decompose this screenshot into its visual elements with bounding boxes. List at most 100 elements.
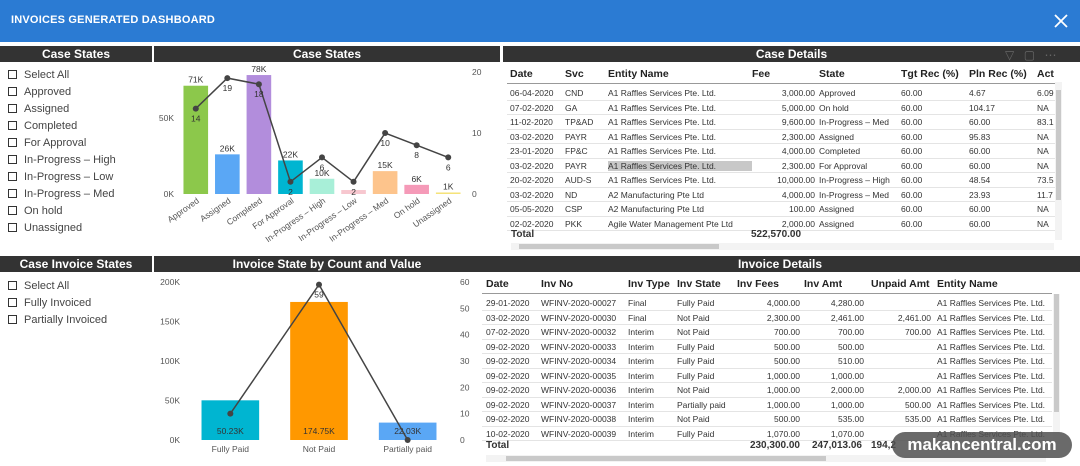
column-header[interactable]: Inv No: [541, 278, 574, 290]
bar: [246, 75, 272, 194]
bar-data-label: 1K: [443, 181, 454, 191]
table-row[interactable]: 06-04-2020 CND A1 Raffles Services Pte. Lt…: [507, 86, 1055, 101]
table-cell: Fully Paid: [677, 356, 715, 366]
table-row[interactable]: 09-02-2020 WFINV-2020-00036 Interim Not Pai…: [482, 383, 1052, 398]
checkbox[interactable]: [8, 315, 17, 324]
checkbox[interactable]: [8, 172, 17, 181]
table-cell: A1 Raffles Services Pte. Ltd.: [608, 160, 752, 171]
total-label: Total: [486, 440, 510, 451]
bar: [215, 154, 240, 194]
table-cell: 03-02-2020: [486, 312, 530, 323]
more-options-icon[interactable]: ⋯: [1044, 48, 1057, 62]
column-header[interactable]: Fee: [752, 68, 771, 80]
slicer-item-for-approval[interactable]: For Approval: [8, 134, 116, 151]
table-cell: 2,461.00: [830, 312, 864, 323]
checkbox[interactable]: [8, 223, 17, 232]
table-cell: A1 Raffles Services Pte. Ltd.: [608, 175, 717, 185]
table-row[interactable]: 20-02-2020 AUD-S A1 Raffles Services Pte. …: [507, 173, 1055, 188]
table-header: Date Inv No Inv Type Inv State Inv Fees …: [482, 274, 1052, 294]
table-cell: 2,461.00: [897, 312, 931, 323]
filter-icon[interactable]: ▽: [1005, 48, 1015, 62]
column-header[interactable]: Inv Fees: [737, 278, 780, 290]
table-row[interactable]: 09-02-2020 WFINV-2020-00038 Interim Not Pai…: [482, 412, 1052, 427]
column-header[interactable]: Date: [510, 68, 533, 80]
vertical-scrollbar[interactable]: [1053, 294, 1060, 444]
table-cell: A1 Raffles Services Pte. Ltd.: [937, 385, 1046, 395]
table-row[interactable]: 09-02-2020 WFINV-2020-00033 Interim Fully P…: [482, 340, 1052, 354]
case-states-chart-header: Case States: [154, 46, 500, 62]
column-header[interactable]: Inv State: [677, 278, 721, 290]
table-row[interactable]: 09-02-2020 WFINV-2020-00037 Interim Partial…: [482, 398, 1052, 412]
slicer-item-partially-invoiced[interactable]: Partially Invoiced: [8, 311, 107, 328]
table-row[interactable]: 05-05-2020 CSP A2 Manufacturing Pte Ltd 100…: [507, 202, 1055, 217]
column-header[interactable]: Entity Name: [608, 68, 669, 80]
column-header[interactable]: Tgt Rec (%): [901, 68, 959, 80]
slicer-item-select-all[interactable]: Select All: [8, 277, 107, 294]
column-header[interactable]: Act: [1037, 68, 1054, 80]
table-cell: Not Paid: [677, 414, 710, 424]
table-row[interactable]: 07-02-2020 GA A1 Raffles Services Pte. Ltd…: [507, 101, 1055, 115]
slicer-item-approved[interactable]: Approved: [8, 83, 116, 100]
column-header[interactable]: State: [819, 68, 845, 80]
column-header[interactable]: Unpaid Amt: [871, 278, 930, 290]
vertical-scrollbar[interactable]: [1055, 82, 1062, 240]
checkbox[interactable]: [8, 87, 17, 96]
focus-mode-icon[interactable]: ▢: [1023, 48, 1036, 62]
checkbox[interactable]: [8, 189, 17, 198]
column-header[interactable]: Date: [486, 278, 509, 290]
checkbox[interactable]: [8, 70, 17, 79]
close-icon[interactable]: [1050, 10, 1072, 32]
bar: [372, 171, 398, 194]
table-cell: 09-02-2020: [486, 341, 530, 352]
table-cell: Interim: [628, 414, 654, 424]
table-row[interactable]: 02-02-2020 PKK Agile Water Management Pte …: [507, 217, 1055, 231]
column-header[interactable]: Inv Amt: [804, 278, 843, 290]
column-header[interactable]: Svc: [565, 68, 584, 80]
slicer-item-fully-invoiced[interactable]: Fully Invoiced: [8, 294, 107, 311]
horizontal-scrollbar[interactable]: [511, 243, 1054, 250]
checkbox[interactable]: [8, 155, 17, 164]
line-point: [413, 142, 420, 149]
checkbox[interactable]: [8, 298, 17, 307]
slicer-item-completed[interactable]: Completed: [8, 117, 116, 134]
slicer-item-assigned[interactable]: Assigned: [8, 100, 116, 117]
slicer-item-in-progress-med[interactable]: In-Progress – Med: [8, 185, 116, 202]
checkbox[interactable]: [8, 206, 17, 215]
slicer-item-select-all[interactable]: Select All: [8, 66, 116, 83]
table-row[interactable]: 09-02-2020 WFINV-2020-00034 Interim Fully P…: [482, 354, 1052, 369]
table-row[interactable]: 03-02-2020 PAYR A1 Raffles Services Pte. L…: [507, 159, 1055, 173]
table-cell: 07-02-2020: [510, 102, 554, 113]
bar: [435, 192, 461, 194]
table-cell: Not Paid: [677, 327, 710, 337]
y-right-tick-label: 40: [460, 330, 470, 340]
slicer-item-in-progress-low[interactable]: In-Progress – Low: [8, 168, 116, 185]
bar: [341, 190, 366, 194]
table-row[interactable]: 03-02-2020 PAYR A1 Raffles Services Pte. L…: [507, 130, 1055, 144]
bar-data-label: 50.23K: [217, 426, 244, 436]
column-header[interactable]: Pln Rec (%): [969, 68, 1027, 80]
table-cell: WFINV-2020-00027: [541, 298, 617, 308]
column-header[interactable]: Entity Name: [937, 278, 998, 290]
table-row[interactable]: 03-02-2020 WFINV-2020-00030 Final Not Paid 2…: [482, 311, 1052, 325]
table-row[interactable]: 29-01-2020 WFINV-2020-00027 Final Fully Pai…: [482, 296, 1052, 311]
slicer-item-in-progress-high[interactable]: In-Progress – High: [8, 151, 116, 168]
horizontal-scrollbar[interactable]: [486, 455, 1046, 462]
table-cell: GA: [565, 102, 578, 113]
checkbox[interactable]: [8, 121, 17, 130]
table-row[interactable]: 07-02-2020 WFINV-2020-00032 Interim Not Pai…: [482, 325, 1052, 340]
checkbox[interactable]: [8, 281, 17, 290]
table-cell: 06-04-2020: [510, 88, 554, 98]
table-row[interactable]: 11-02-2020 TP&AD A1 Raffles Services Pte. …: [507, 115, 1055, 130]
slicer-item-unassigned[interactable]: Unassigned: [8, 219, 116, 236]
table-row[interactable]: 09-02-2020 WFINV-2020-00035 Interim Fully P…: [482, 369, 1052, 383]
table-row[interactable]: 03-02-2020 ND A2 Manufacturing Pte Ltd 4,00…: [507, 188, 1055, 202]
table-cell: 4,000.00: [781, 189, 815, 200]
column-header[interactable]: Inv Type: [628, 278, 670, 290]
slicer-item-on-hold[interactable]: On hold: [8, 202, 116, 219]
checkbox[interactable]: [8, 138, 17, 147]
table-row[interactable]: 23-01-2020 FP&C A1 Raffles Services Pte. L…: [507, 144, 1055, 159]
table-cell: TP&AD: [565, 117, 594, 127]
table-cell: 11-02-2020: [510, 117, 553, 127]
checkbox[interactable]: [8, 104, 17, 113]
table-cell: 10-02-2020: [486, 428, 530, 439]
